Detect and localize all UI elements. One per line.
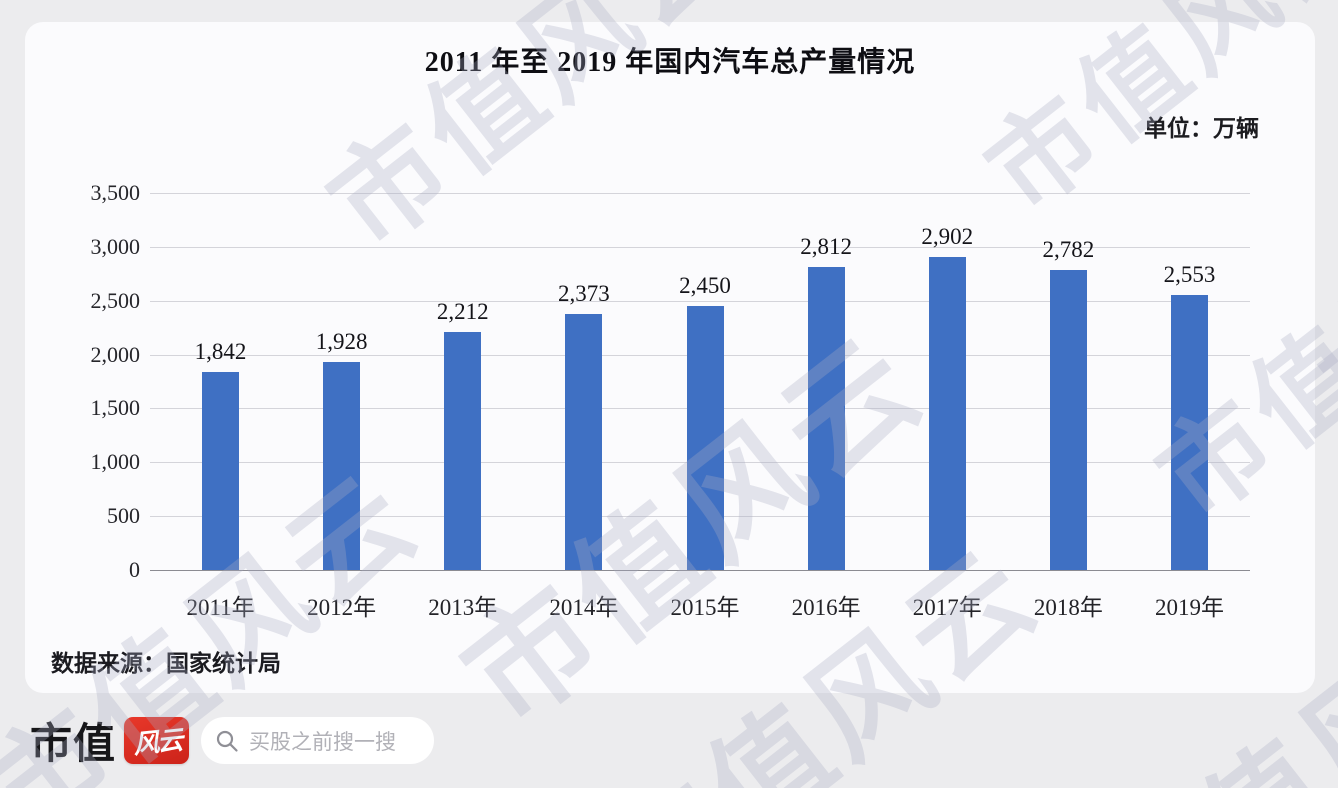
bar-2018年	[1049, 270, 1087, 570]
x-tick-label: 2012年	[307, 595, 377, 620]
gridline	[150, 300, 1250, 302]
bar-value-label: 2,450	[679, 273, 731, 299]
bar-2012年	[323, 362, 361, 570]
chart-title: 2011 年至 2019 年国内汽车总产量情况	[424, 47, 916, 78]
x-tick-label: 2013年	[428, 595, 498, 620]
x-tick-label: 2019年	[1154, 595, 1224, 620]
y-tick-label: 3,000	[90, 233, 141, 259]
y-tick-label: 2,500	[90, 287, 141, 313]
brand-logo-badge[interactable]: 风云	[124, 717, 190, 764]
x-axis-baseline	[150, 570, 1250, 571]
bar-2016年	[807, 267, 845, 570]
bar-2019年	[1170, 295, 1208, 570]
brand-badge-text: 风云	[131, 725, 183, 760]
bar-2017年	[928, 257, 966, 570]
x-tick-label: 2011年	[186, 595, 255, 620]
gridline	[150, 193, 1250, 194]
y-tick-label: 2,000	[90, 341, 141, 367]
x-tick-label: 2017年	[912, 595, 982, 620]
chart-card: 2011 年至 2019 年国内汽车总产量情况 单位：万辆 0 500 1,000 1…	[25, 22, 1315, 693]
plot-area: 1,842 1,928 2,212 2,373 2,450 2,812 2,902 2,782…	[150, 193, 1250, 571]
bar-value-label: 2,782	[1042, 237, 1095, 263]
bar-2013年	[444, 331, 482, 570]
y-tick-label: 3,500	[90, 180, 141, 205]
y-tick-label: 1,000	[90, 449, 141, 475]
bar-2011年	[202, 371, 240, 570]
y-tick-label: 500	[107, 503, 140, 529]
bar-value-label: 2,553	[1163, 262, 1216, 287]
y-tick-label: 1,500	[90, 395, 141, 421]
x-axis-labels: 2011年 2012年 2013年 2014年 2015年 2016年 2017年 2018年…	[160, 588, 1250, 622]
x-tick-label: 2015年	[670, 595, 740, 620]
bar-value-label: 2,373	[558, 281, 610, 307]
unit-label: 单位：万辆	[1144, 115, 1259, 141]
bar-value-label: 2,212	[436, 298, 489, 324]
bars-container: 1,842 1,928 2,212 2,373 2,450 2,812 2,902 2,782…	[160, 193, 1250, 570]
bar-2015年	[686, 306, 724, 570]
search-placeholder: 买股之前搜一搜	[249, 730, 397, 754]
data-source-label: 数据来源：国家统计局	[51, 650, 281, 676]
x-tick-label: 2018年	[1033, 595, 1103, 620]
y-tick-label: 0	[129, 557, 140, 582]
search-icon	[216, 730, 238, 752]
search-bar[interactable]: 买股之前搜一搜	[201, 717, 435, 764]
bar-value-label: 1,928	[315, 329, 368, 355]
bar-2014年	[565, 314, 603, 570]
y-axis-labels: 0 500 1,000 1,500 2,000 2,500 3,000 3,500	[25, 180, 141, 582]
brand-logo-text[interactable]: 市值	[30, 720, 117, 767]
footer-bar: 市值 风云 买股之前搜一搜	[0, 693, 1338, 788]
x-tick-label: 2016年	[791, 595, 861, 620]
gridline	[150, 246, 1250, 248]
x-tick-label: 2014年	[549, 595, 619, 620]
bar-value-label: 2,812	[800, 234, 852, 260]
bar-value-label: 2,902	[921, 224, 974, 250]
bar-value-label: 1,842	[194, 338, 247, 364]
